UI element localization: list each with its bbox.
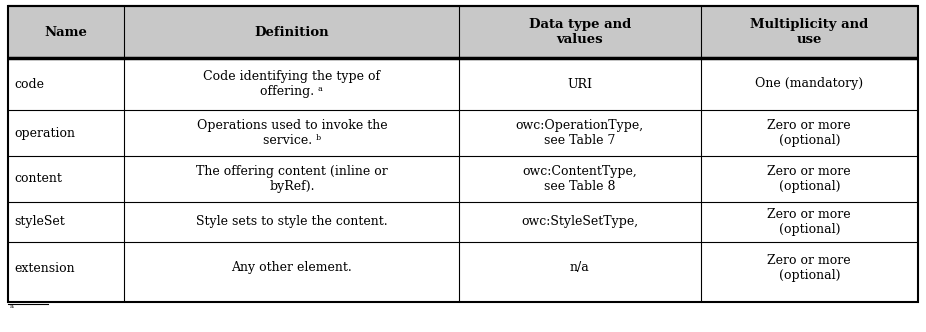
Text: operation: operation: [14, 126, 75, 139]
Text: Definition: Definition: [255, 26, 330, 39]
Bar: [459, 156, 700, 202]
Text: The offering content (inline or
byRef).: The offering content (inline or byRef).: [196, 165, 388, 193]
Text: One (mandatory): One (mandatory): [756, 77, 863, 91]
Text: owc:OperationType,
see Table 7: owc:OperationType, see Table 7: [516, 119, 644, 147]
Text: Zero or more
(optional): Zero or more (optional): [768, 119, 851, 147]
Text: Operations used to invoke the
service. ᵇ: Operations used to invoke the service. ᵇ: [196, 119, 387, 147]
Text: Multiplicity and
use: Multiplicity and use: [750, 18, 869, 46]
Bar: [124, 6, 459, 58]
Text: Zero or more
(optional): Zero or more (optional): [768, 208, 851, 236]
Text: Any other element.: Any other element.: [232, 262, 352, 275]
Bar: [459, 242, 700, 294]
Text: ᵃ: ᵃ: [10, 304, 14, 313]
Bar: [8, 202, 124, 242]
Bar: [124, 242, 459, 294]
Bar: [459, 6, 700, 58]
Bar: [700, 242, 918, 294]
Bar: [700, 58, 918, 110]
Bar: [8, 110, 124, 156]
Text: owc:ContentType,
see Table 8: owc:ContentType, see Table 8: [522, 165, 637, 193]
Bar: [124, 110, 459, 156]
Bar: [700, 156, 918, 202]
Bar: [8, 6, 918, 302]
Bar: [8, 242, 124, 294]
Bar: [700, 202, 918, 242]
Text: styleSet: styleSet: [14, 215, 65, 228]
Text: extension: extension: [14, 262, 75, 275]
Text: Zero or more
(optional): Zero or more (optional): [768, 254, 851, 282]
Text: code: code: [14, 77, 44, 91]
Text: owc:StyleSetType,: owc:StyleSetType,: [521, 215, 639, 228]
Bar: [459, 202, 700, 242]
Text: content: content: [14, 173, 62, 186]
Text: Zero or more
(optional): Zero or more (optional): [768, 165, 851, 193]
Bar: [8, 156, 124, 202]
Bar: [459, 110, 700, 156]
Bar: [700, 110, 918, 156]
Bar: [8, 6, 124, 58]
Text: Data type and
values: Data type and values: [529, 18, 631, 46]
Bar: [124, 156, 459, 202]
Bar: [124, 202, 459, 242]
Text: URI: URI: [568, 77, 593, 91]
Bar: [8, 58, 124, 110]
Bar: [700, 6, 918, 58]
Bar: [124, 58, 459, 110]
Text: n/a: n/a: [570, 262, 590, 275]
Text: Code identifying the type of
offering. ᵃ: Code identifying the type of offering. ᵃ: [204, 70, 381, 98]
Text: Name: Name: [44, 26, 88, 39]
Bar: [459, 58, 700, 110]
Text: Style sets to style the content.: Style sets to style the content.: [196, 215, 388, 228]
